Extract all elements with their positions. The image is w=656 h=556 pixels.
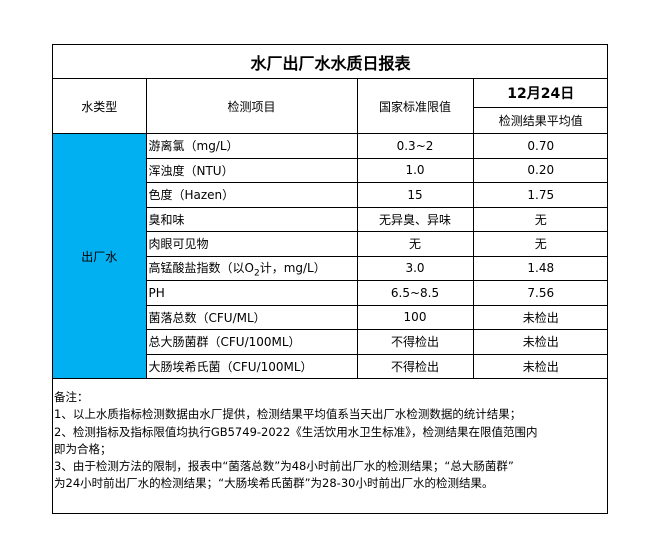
- standard-cell: 1.0: [356, 157, 474, 183]
- result-cell: 0.20: [472, 157, 609, 183]
- item-cell: 大肠埃希氏菌（CFU/100ML）: [146, 353, 358, 379]
- result-cell: 1.75: [472, 182, 609, 208]
- header-standard: 国家标准限值: [356, 78, 474, 134]
- note-line: 3、由于检测方法的限制，报表中“菌落总数”为48小时前出厂水的检测结果；“总大肠…: [54, 459, 514, 474]
- table-row: 色度（Hazen） 15 1.75: [53, 182, 609, 208]
- result-cell: 7.56: [472, 280, 609, 306]
- standard-cell: 无异臭、异味: [356, 206, 474, 232]
- report-table: 水厂出厂水水质日报表 水类型 检测项目 国家标准限值 12月24日 检测结果平均…: [53, 45, 609, 379]
- item-cell: 肉眼可见物: [146, 231, 358, 257]
- item-cell: 臭和味: [146, 206, 358, 232]
- result-cell: 无: [472, 206, 609, 232]
- result-cell: 无: [472, 231, 609, 257]
- item-cell: 色度（Hazen）: [146, 182, 358, 208]
- standard-cell: 无: [356, 231, 474, 257]
- table-row: 总大肠菌群（CFU/100ML） 不得检出 未检出: [53, 329, 609, 355]
- standard-cell: 不得检出: [356, 329, 474, 355]
- note-line: 备注：: [54, 390, 89, 404]
- item-cell: 游离氯（mg/L）: [145, 133, 358, 159]
- result-cell: 未检出: [472, 304, 609, 330]
- note-line: 2、检测指标及指标限值均执行GB5749-2022《生活饮用水卫生标准》，检测结…: [54, 424, 538, 439]
- standard-cell: 15: [356, 182, 474, 208]
- header-result: 检测结果平均值: [473, 107, 609, 134]
- result-cell: 未检出: [472, 353, 609, 379]
- header-water-type: 水类型: [53, 78, 147, 134]
- report-title: 水厂出厂水水质日报表: [53, 45, 609, 79]
- header-date: 12月24日: [472, 78, 609, 108]
- standard-cell: 100: [356, 304, 474, 330]
- item-cell: PH: [146, 280, 358, 306]
- standard-cell: 3.0: [356, 255, 474, 281]
- table-row: 浑浊度（NTU） 1.0 0.20: [53, 157, 609, 183]
- water-type-cell: 出厂水: [53, 133, 147, 379]
- water-quality-report: 水厂出厂水水质日报表 水类型 检测项目 国家标准限值 12月24日 检测结果平均…: [52, 44, 609, 514]
- notes: 备注： 1、以上水质指标检测数据由水厂提供，检测结果平均值系当天出厂水检测数据的统…: [53, 379, 607, 513]
- table-row: 出厂水 游离氯（mg/L） 0.3~2 0.70: [53, 133, 609, 379]
- header-item: 检测项目: [145, 78, 358, 134]
- note-line: 即为合格；: [54, 441, 112, 456]
- table-row: 肉眼可见物无无: [53, 231, 609, 257]
- result-cell: 未检出: [472, 329, 609, 355]
- item-cell: 菌落总数（CFU/ML）: [146, 304, 358, 330]
- item-cell: 总大肠菌群（CFU/100ML）: [146, 329, 358, 355]
- standard-cell: 6.5~8.5: [356, 280, 474, 306]
- standard-cell: 0.3~2: [356, 133, 474, 159]
- note-line: 1、以上水质指标检测数据由水厂提供，检测结果平均值系当天出厂水检测数据的统计结果…: [54, 407, 522, 422]
- table-row: PH 6.5~8.5 7.56: [53, 280, 609, 306]
- table-row: 大肠埃希氏菌（CFU/100ML） 不得检出 未检出: [53, 353, 609, 379]
- table-row: 菌落总数（CFU/ML） 100 未检出: [53, 304, 609, 330]
- standard-cell: 不得检出: [356, 353, 474, 379]
- note-line: 为24小时前出厂水的检测结果；“大肠埃希氏菌群”为28-30小时前出厂水的检测结…: [54, 476, 494, 491]
- result-cell: 0.70: [472, 133, 609, 159]
- item-cell: 高锰酸盐指数（以O2计，mg/L）: [146, 255, 358, 281]
- result-cell: 1.48: [472, 255, 609, 281]
- item-cell: 浑浊度（NTU）: [146, 157, 358, 183]
